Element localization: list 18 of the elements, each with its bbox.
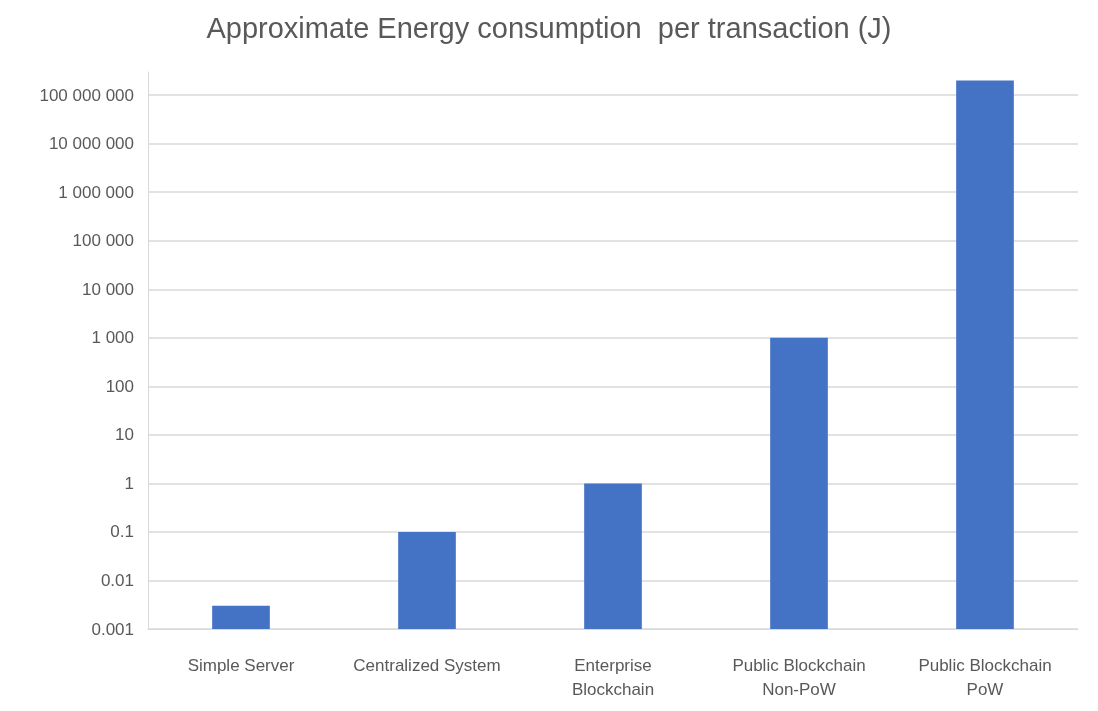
y-tick-label: 10: [115, 425, 134, 445]
y-tick-label: 0.01: [100, 570, 134, 590]
y-tick-label: 10 000 000: [48, 134, 134, 154]
y-tick-label: 1 000 000: [58, 182, 134, 202]
chart-title: Approximate Energy consumption per transaction (J): [206, 11, 892, 44]
y-tick-label: 10 000: [82, 279, 134, 299]
y-tick-label: 1 000: [91, 328, 134, 348]
x-tick-label: Public Blockchain PoW: [918, 655, 1052, 699]
y-tick-label: 100: [105, 376, 134, 396]
x-tick-label: Enterprise Blockchain: [571, 655, 655, 699]
x-tick-label: Simple Server: [187, 655, 295, 675]
y-tick-label: 100 000: [72, 231, 134, 251]
y-tick-label: 1: [124, 473, 134, 493]
y-tick-label: 0.001: [91, 619, 134, 639]
x-tick-label: Public Blockchain Non-PoW: [732, 655, 866, 699]
y-tick-label: 100 000 000: [39, 85, 134, 105]
x-tick-label: Centralized System: [353, 655, 501, 675]
y-tick-label: 0.1: [110, 522, 134, 542]
